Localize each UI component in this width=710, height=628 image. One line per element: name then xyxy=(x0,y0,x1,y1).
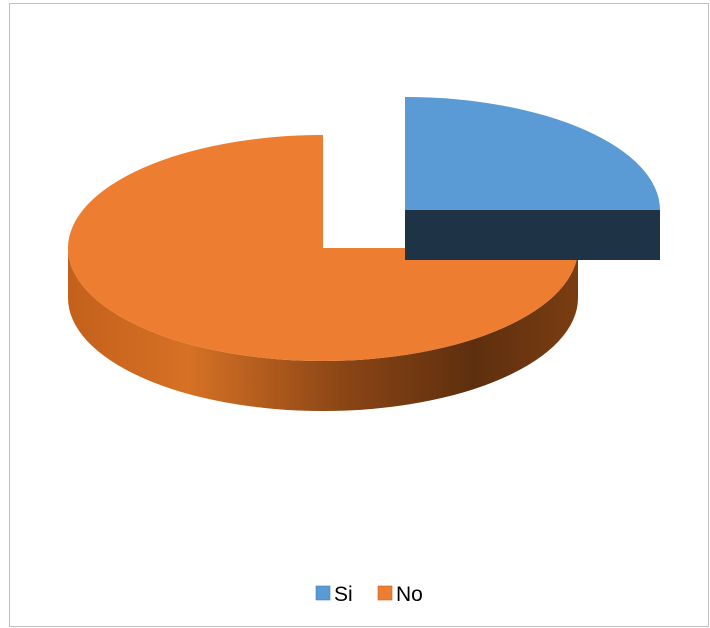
slice-si-cut-face xyxy=(405,210,660,260)
legend-label-si: Si xyxy=(334,583,353,606)
slice-no xyxy=(68,135,578,361)
legend-swatch-no xyxy=(377,585,393,601)
slice-no-side xyxy=(68,248,578,411)
legend: Si No xyxy=(315,583,423,606)
legend-label-no: No xyxy=(396,583,423,606)
pie-slices xyxy=(68,97,660,411)
legend-swatch-si xyxy=(315,585,331,601)
slice-si xyxy=(405,97,660,210)
